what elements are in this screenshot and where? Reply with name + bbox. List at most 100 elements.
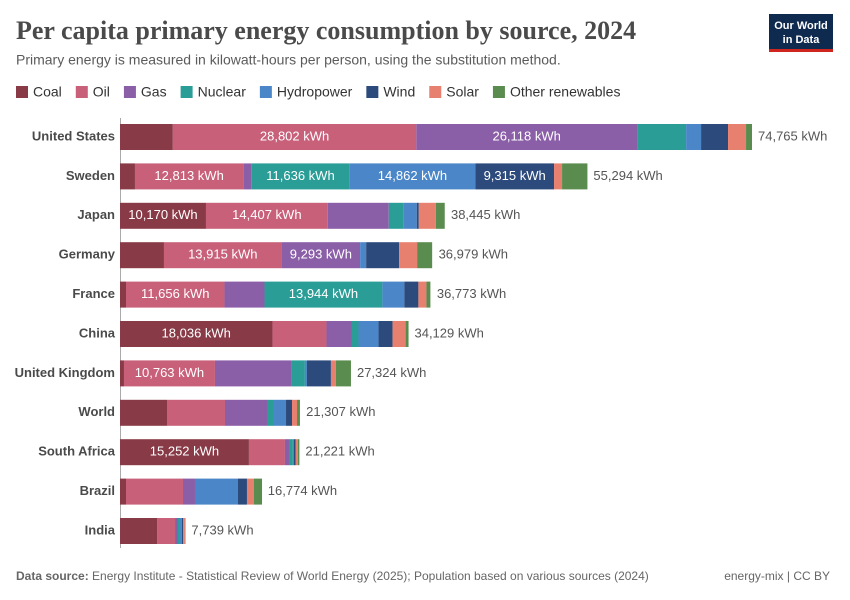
bar-segment <box>126 281 225 308</box>
bar-segment <box>251 163 350 190</box>
bar-segment <box>435 202 445 229</box>
bar-segment <box>358 321 379 347</box>
category-label: United States <box>32 128 115 143</box>
legend-label: Oil <box>93 84 110 100</box>
bar-segment <box>289 439 293 466</box>
bar-segment <box>123 360 215 387</box>
bar-segment <box>297 439 300 466</box>
logo-text: in Data <box>783 34 821 46</box>
segment-label: 13,944 kWh <box>289 286 358 301</box>
bar-segment <box>134 163 244 190</box>
bar-segment <box>126 478 183 505</box>
bar-segment <box>184 518 186 544</box>
legend-swatch <box>429 86 442 98</box>
total-label: 27,324 kWh <box>357 365 426 380</box>
category-label: South Africa <box>38 444 116 459</box>
logo-stripe <box>769 49 833 52</box>
category-label: Japan <box>77 207 115 222</box>
bar-segment <box>183 518 185 544</box>
legend-label: Solar <box>446 84 479 100</box>
category-label: France <box>72 286 115 301</box>
bar-segment <box>417 242 433 269</box>
bar-segment <box>157 518 176 544</box>
bar-segment <box>248 439 285 466</box>
bar-segment <box>243 163 252 190</box>
bar-segment <box>175 518 178 544</box>
bar-segment <box>120 439 249 466</box>
total-label: 55,294 kWh <box>593 168 662 183</box>
total-label: 7,739 kWh <box>191 522 253 537</box>
total-label: 36,979 kWh <box>439 247 508 262</box>
bar-segment <box>292 439 294 466</box>
bar-segment <box>291 360 305 387</box>
bar-segment <box>284 439 290 466</box>
bar-segment <box>267 399 275 426</box>
bar-segment <box>286 399 293 426</box>
bar-segment <box>281 242 361 269</box>
footer-source: Data source: Energy Institute - Statisti… <box>16 569 649 583</box>
bar-segment <box>304 360 307 387</box>
bar-segment <box>418 281 427 308</box>
bar-segment <box>366 242 400 269</box>
bar-segment <box>224 281 265 308</box>
logo[interactable]: Our World in Data <box>769 14 833 52</box>
bar-segment <box>416 202 419 229</box>
segment-label: 11,636 kWh <box>266 168 334 183</box>
bar-segment <box>378 321 393 347</box>
segment-label: 12,813 kWh <box>154 168 223 183</box>
bar-segment <box>172 124 417 150</box>
bar-segment <box>246 478 254 505</box>
bar-segment <box>272 321 327 347</box>
legend-swatch <box>259 86 272 98</box>
bar-segment <box>120 202 206 229</box>
bar-segment <box>274 399 287 426</box>
bar-segment <box>195 478 239 505</box>
category-label: China <box>79 325 116 340</box>
total-label: 38,445 kWh <box>451 207 520 222</box>
bar-segment <box>330 360 336 387</box>
chart-title: Per capita primary energy consumption by… <box>16 16 636 45</box>
chart-subtitle: Primary energy is measured in kilowatt-h… <box>16 52 561 68</box>
source-text: Energy Institute - Statistical Review of… <box>92 569 649 583</box>
bar-segment <box>326 321 352 347</box>
bar-segment <box>426 281 431 308</box>
bar-segment <box>120 399 167 426</box>
bar-segment <box>637 124 687 150</box>
total-label: 34,129 kWh <box>414 325 483 340</box>
legend-label: Hydropower <box>277 84 353 100</box>
legend-label: Wind <box>383 84 415 100</box>
segment-label: 13,915 kWh <box>188 247 257 262</box>
bar-segment <box>166 399 225 426</box>
bar-segment <box>120 360 124 387</box>
bar-segment <box>120 478 127 505</box>
bar-segment <box>292 399 298 426</box>
segment-label: 9,293 kWh <box>290 247 352 262</box>
bar-segment <box>297 399 300 426</box>
bar-segment <box>182 478 195 505</box>
bar-segment <box>404 281 419 308</box>
segment-label: 15,252 kWh <box>150 444 219 459</box>
bar-segment <box>163 242 282 269</box>
bar-segment <box>120 281 127 308</box>
total-label: 74,765 kWh <box>758 128 827 143</box>
bar-segment <box>728 124 747 150</box>
bar-segment <box>253 478 263 505</box>
segment-label: 10,170 kWh <box>128 207 197 222</box>
segment-label: 14,407 kWh <box>232 207 301 222</box>
legend-label: Nuclear <box>198 84 247 100</box>
bar-segment <box>686 124 702 150</box>
bar-segment <box>562 163 588 190</box>
category-label: Germany <box>59 247 116 262</box>
bar-segment <box>264 281 383 308</box>
segment-label: 18,036 kWh <box>162 325 231 340</box>
bar-segment <box>120 518 158 544</box>
bar-segment <box>224 399 268 426</box>
bar-segment <box>351 321 359 347</box>
bar-segment <box>120 124 173 150</box>
bar-segment <box>746 124 752 150</box>
bar-segment <box>120 163 135 190</box>
source-label: Data source: <box>16 569 89 583</box>
bar-segment <box>416 124 638 150</box>
bar-segment <box>181 518 184 544</box>
